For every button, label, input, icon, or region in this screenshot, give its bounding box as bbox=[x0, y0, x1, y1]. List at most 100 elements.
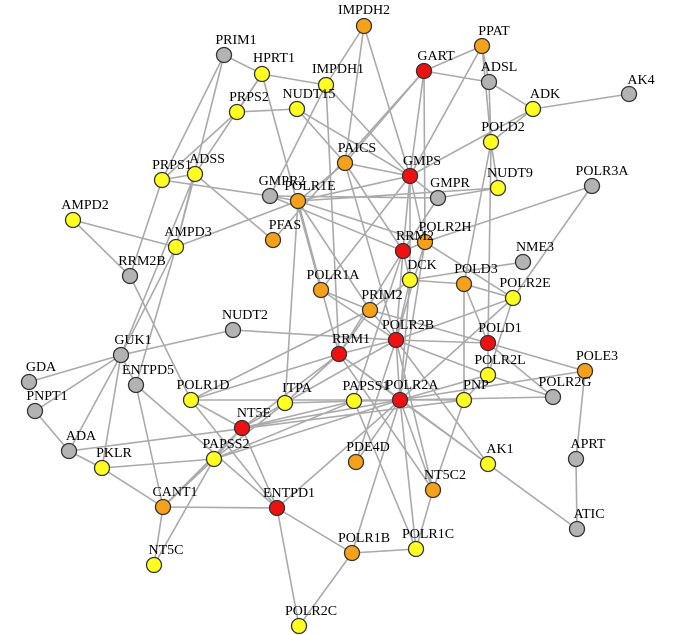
node-pold3[interactable] bbox=[455, 275, 473, 293]
node-pnp[interactable] bbox=[455, 391, 473, 409]
node-label-nme3: NME3 bbox=[516, 240, 554, 255]
node-polr3a[interactable] bbox=[583, 177, 601, 195]
node-prps2[interactable] bbox=[228, 103, 246, 121]
node-ppat[interactable] bbox=[473, 37, 491, 55]
node-prps1[interactable] bbox=[153, 171, 171, 189]
node-entpd1[interactable] bbox=[268, 499, 286, 517]
node-label-polr2h: POLR2H bbox=[419, 220, 472, 235]
node-polr2g[interactable] bbox=[544, 388, 562, 406]
node-prim1[interactable] bbox=[215, 46, 233, 64]
edge-polr3a-polr2h bbox=[424, 185, 593, 243]
node-itpa[interactable] bbox=[276, 394, 294, 412]
node-polr1a[interactable] bbox=[312, 281, 330, 299]
node-ada[interactable] bbox=[60, 442, 78, 460]
edge-nudt9-polr1e bbox=[297, 187, 499, 202]
node-polr2c[interactable] bbox=[290, 617, 308, 635]
node-label-prps1: PRPS1 bbox=[152, 158, 192, 173]
node-nudt9[interactable] bbox=[489, 179, 507, 197]
edge-paics-rrm2 bbox=[344, 162, 404, 252]
node-pfas[interactable] bbox=[264, 231, 282, 249]
node-pold2[interactable] bbox=[482, 133, 500, 151]
node-impdh1[interactable] bbox=[317, 76, 335, 94]
node-adsl[interactable] bbox=[480, 73, 498, 91]
edge-polr2a-entpd1 bbox=[276, 399, 401, 509]
label-layer: IMPDH2 PPAT PRIM1 GART HPRT1 ADSL IMPDH1 AK4 ADK… bbox=[26, 3, 655, 619]
edge-polr2a-pde4d bbox=[355, 399, 401, 463]
node-guk1[interactable] bbox=[112, 346, 130, 364]
node-polr1c[interactable] bbox=[407, 540, 425, 558]
node-pklr[interactable] bbox=[93, 459, 111, 477]
node-nudt2[interactable] bbox=[224, 321, 242, 339]
node-polr2b[interactable] bbox=[387, 331, 405, 349]
node-entpd5[interactable] bbox=[127, 376, 145, 394]
node-paics[interactable] bbox=[336, 154, 354, 172]
node-label-ada: ADA bbox=[66, 429, 97, 444]
edge-gart-pfas bbox=[272, 70, 425, 241]
node-label-pnpt1: PNPT1 bbox=[26, 389, 67, 404]
node-polr1e[interactable] bbox=[289, 192, 307, 210]
node-label-gmps: GMPS bbox=[403, 154, 441, 169]
node-nt5e[interactable] bbox=[233, 419, 251, 437]
node-pole3[interactable] bbox=[576, 362, 594, 380]
node-ak1[interactable] bbox=[479, 455, 497, 473]
node-nudt15[interactable] bbox=[288, 100, 306, 118]
edge-polr2b-pold1 bbox=[395, 339, 489, 344]
node-nme3[interactable] bbox=[514, 253, 532, 271]
node-rrm2[interactable] bbox=[394, 242, 412, 260]
node-atic[interactable] bbox=[568, 520, 586, 538]
node-gart[interactable] bbox=[415, 62, 433, 80]
edge-pold3-polr2e bbox=[463, 283, 514, 299]
node-pold1[interactable] bbox=[479, 334, 497, 352]
node-nt5c[interactable] bbox=[145, 556, 163, 574]
edge-prps1-gmpr2 bbox=[161, 179, 271, 197]
node-label-polr1a: POLR1A bbox=[307, 268, 361, 283]
node-nt5c2[interactable] bbox=[424, 481, 442, 499]
node-polr2l[interactable] bbox=[479, 366, 497, 384]
node-label-pold3: POLD3 bbox=[454, 262, 498, 277]
edge-entpd5-cant1 bbox=[135, 384, 164, 508]
edge-polr3a-polr2e bbox=[512, 185, 593, 299]
edge-nme3-dck bbox=[409, 261, 524, 281]
edge-impdh1-gmps bbox=[325, 84, 411, 177]
edge-pold3-pold1 bbox=[463, 283, 489, 344]
edge-entpd1-polr1b bbox=[276, 507, 353, 554]
node-hprt1[interactable] bbox=[253, 65, 271, 83]
edge-polr2a-polr1c bbox=[399, 399, 417, 550]
node-polr2e[interactable] bbox=[504, 289, 522, 307]
node-gmpr2[interactable] bbox=[261, 187, 279, 205]
node-layer bbox=[20, 17, 638, 635]
node-label-rrm1: RRM1 bbox=[332, 332, 370, 347]
node-ampd3[interactable] bbox=[167, 238, 185, 256]
node-ampd2[interactable] bbox=[64, 211, 82, 229]
node-ak4[interactable] bbox=[620, 85, 638, 103]
node-polr1b[interactable] bbox=[343, 544, 361, 562]
node-cant1[interactable] bbox=[154, 498, 172, 516]
node-pde4d[interactable] bbox=[347, 453, 365, 471]
node-gda[interactable] bbox=[20, 373, 38, 391]
node-label-ampd3: AMPD3 bbox=[164, 225, 211, 240]
edge-polr2e-polr2l bbox=[487, 297, 514, 376]
node-aprt[interactable] bbox=[567, 450, 585, 468]
node-polr2a[interactable] bbox=[391, 391, 409, 409]
edge-nudt2-guk1 bbox=[120, 329, 234, 356]
node-rrm1[interactable] bbox=[330, 345, 348, 363]
node-prim2[interactable] bbox=[361, 301, 379, 319]
node-papss1[interactable] bbox=[345, 392, 363, 410]
node-dck[interactable] bbox=[401, 271, 419, 289]
node-label-dck: DCK bbox=[407, 258, 437, 273]
node-polr1d[interactable] bbox=[182, 391, 200, 409]
node-gmpr[interactable] bbox=[429, 189, 447, 207]
node-gmps[interactable] bbox=[401, 167, 419, 185]
edge-adss-ampd3 bbox=[175, 173, 196, 248]
node-rrm2b[interactable] bbox=[121, 267, 139, 285]
node-polr2h[interactable] bbox=[416, 233, 434, 251]
node-adss[interactable] bbox=[186, 165, 204, 183]
edge-polr2l-polr2g bbox=[487, 374, 554, 398]
edge-pole3-polr2a bbox=[399, 370, 586, 401]
node-papss2[interactable] bbox=[205, 450, 223, 468]
node-label-rrm2: RRM2 bbox=[396, 229, 434, 244]
node-adk[interactable] bbox=[524, 100, 542, 118]
node-impdh2[interactable] bbox=[355, 17, 373, 35]
node-pnpt1[interactable] bbox=[26, 402, 44, 420]
edge-nudt2-polr2b bbox=[232, 329, 397, 341]
